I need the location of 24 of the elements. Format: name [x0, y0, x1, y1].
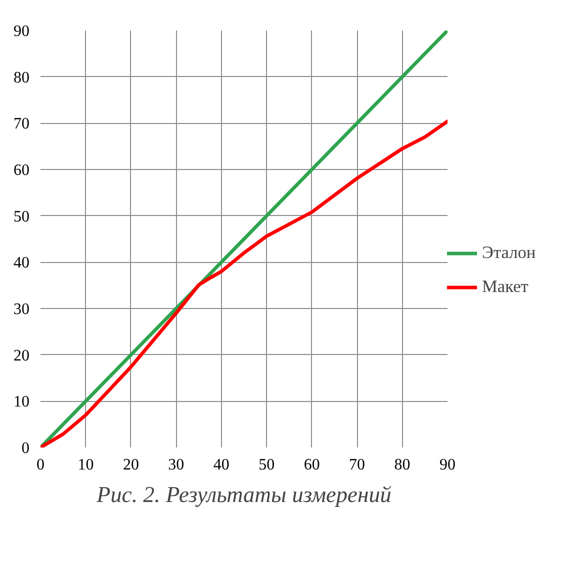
legend-label: Эталон [482, 243, 536, 263]
y-tick-label: 30 [14, 301, 30, 318]
x-tick-label: 50 [258, 456, 275, 474]
text: Рис. 2. Результаты измерений [96, 482, 392, 507]
line-series [40, 120, 448, 448]
x-tick-label: 30 [168, 456, 184, 474]
y-tick-label: 60 [14, 162, 30, 179]
x-tick-label: 10 [78, 456, 94, 474]
y-tick-label: 80 [14, 69, 30, 86]
y-tick-label: 10 [14, 394, 30, 411]
y-tick-label: 0 [22, 440, 30, 457]
x-tick-label: 70 [349, 456, 366, 474]
x-tick-label: 80 [394, 456, 410, 474]
y-tick-label: 50 [14, 208, 30, 226]
legend-label: Макет [482, 277, 528, 297]
y-tick-label: 20 [14, 347, 30, 364]
x-tick-label: 40 [213, 456, 230, 474]
y-tick-label: 90 [14, 23, 30, 40]
x-tick-label: 90 [440, 456, 456, 474]
x-tick-label: 20 [122, 456, 139, 474]
x-tick-label: 0 [36, 456, 44, 474]
y-tick-label: 40 [14, 254, 30, 272]
y-tick-label: 70 [14, 116, 30, 133]
x-tick-label: 60 [304, 456, 320, 474]
